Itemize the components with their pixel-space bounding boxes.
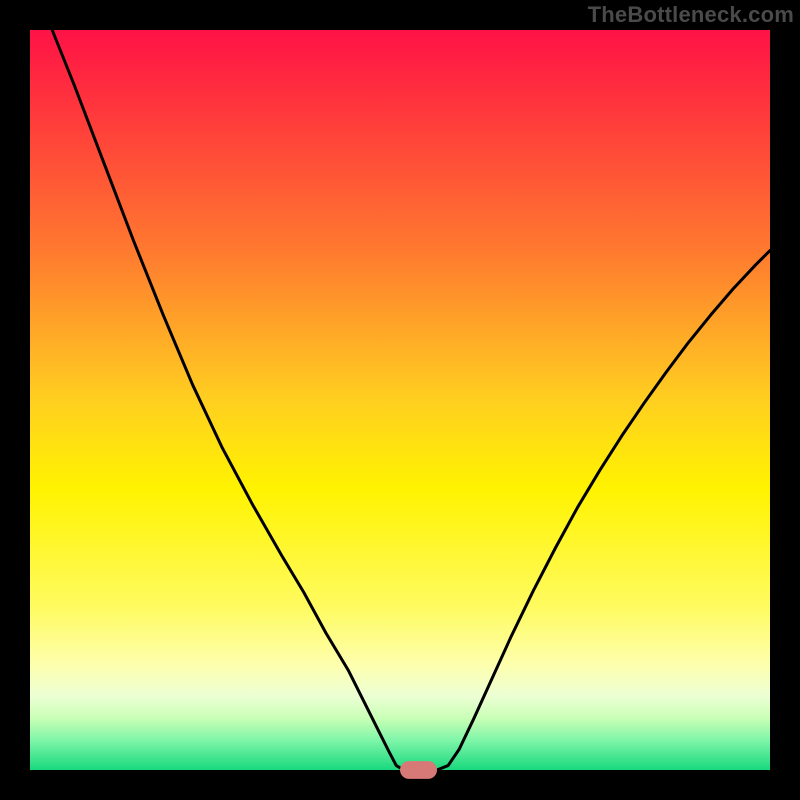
plot-background [30,30,770,770]
watermark-text: TheBottleneck.com [588,2,794,28]
chart-svg [0,0,800,800]
min-marker [400,761,437,779]
chart-stage: TheBottleneck.com [0,0,800,800]
